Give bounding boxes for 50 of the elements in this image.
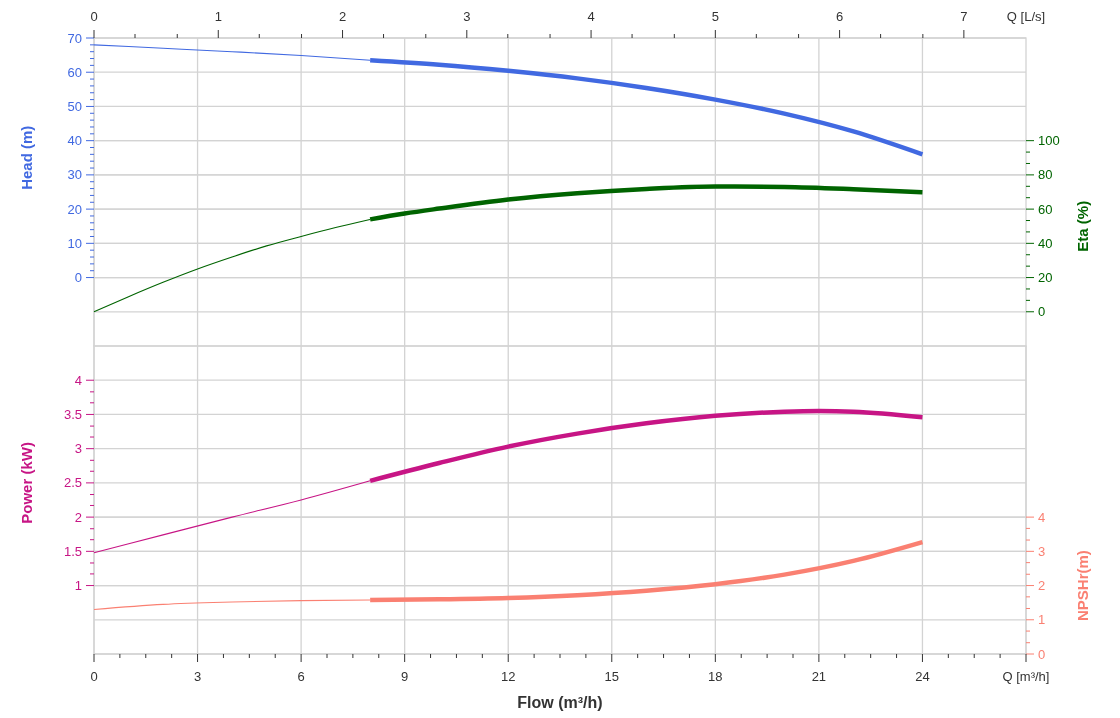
y-tick-label: 2.5 bbox=[63, 475, 82, 491]
y-tick-label: 0 bbox=[74, 270, 82, 286]
y2-axis-title: Eta (%) bbox=[1074, 200, 1092, 252]
y-tick-label: 10 bbox=[67, 235, 82, 251]
x-tick-label: 9 bbox=[401, 669, 409, 684]
y2-tick-label: 0 bbox=[1038, 304, 1046, 320]
y2-tick-label: 1 bbox=[1038, 612, 1046, 628]
y-tick-label: 3.5 bbox=[63, 406, 82, 422]
x2-tick-label: 1 bbox=[214, 9, 222, 24]
x-tick-label: 18 bbox=[708, 669, 723, 684]
y-axis-title: Power (kW) bbox=[18, 442, 36, 524]
x-tick-label: 12 bbox=[500, 669, 516, 684]
y-tick-label: 20 bbox=[67, 201, 82, 217]
y2-tick-label: 100 bbox=[1038, 133, 1060, 149]
x2-tick-label: 2 bbox=[338, 9, 347, 24]
x2-tick-label: 3 bbox=[463, 9, 471, 24]
x2-tick-label: 0 bbox=[90, 9, 98, 24]
y-tick-label: 3 bbox=[74, 441, 82, 457]
y-tick-label: 4 bbox=[74, 372, 82, 388]
y2-tick-label: 80 bbox=[1038, 167, 1053, 183]
y-tick-label: 40 bbox=[67, 133, 82, 149]
y2-tick-label: 4 bbox=[1038, 509, 1046, 525]
y-tick-label: 70 bbox=[67, 30, 82, 46]
y2-tick-label: 2 bbox=[1038, 578, 1046, 594]
x2-axis-title: Q [L/s] bbox=[1006, 9, 1046, 24]
y-tick-label: 1 bbox=[74, 578, 82, 594]
y2-tick-label: 40 bbox=[1038, 235, 1053, 251]
x-tick-label: 3 bbox=[193, 669, 202, 684]
y-axis-title: Head (m) bbox=[18, 125, 36, 190]
y2-tick-label: 0 bbox=[1038, 646, 1046, 662]
x-tick-label: 21 bbox=[811, 669, 827, 684]
x2-tick-label: 7 bbox=[960, 9, 968, 24]
y2-tick-label: 20 bbox=[1038, 270, 1053, 286]
y2-tick-label: 60 bbox=[1038, 201, 1053, 217]
x2-tick-label: 5 bbox=[711, 9, 719, 24]
y-tick-label: 2 bbox=[74, 509, 82, 525]
x-tick-label: 15 bbox=[604, 669, 620, 684]
x-tick-label: Q [m³/h] bbox=[1002, 669, 1050, 684]
y-tick-label: 50 bbox=[67, 98, 82, 114]
y-tick-label: 30 bbox=[67, 167, 82, 183]
y-tick-label: 60 bbox=[67, 64, 82, 80]
x-tick-label: 6 bbox=[297, 669, 305, 684]
y2-axis-title: NPSHr(m) bbox=[1074, 550, 1092, 621]
y2-tick-label: 3 bbox=[1038, 543, 1046, 559]
x-tick-label: 24 bbox=[915, 669, 930, 684]
x2-tick-label: 6 bbox=[835, 9, 844, 24]
y-tick-label: 1.5 bbox=[63, 543, 82, 559]
x-axis-title: Flow (m³/h) bbox=[517, 694, 603, 711]
x2-tick-label: 4 bbox=[587, 9, 595, 24]
x-tick-label: 0 bbox=[90, 669, 98, 684]
